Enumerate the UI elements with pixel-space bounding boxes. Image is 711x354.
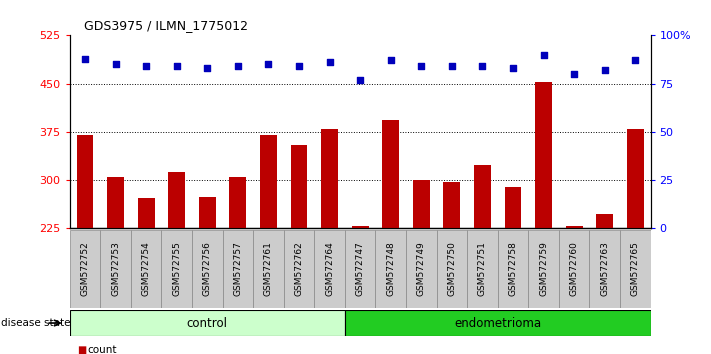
Text: GSM572749: GSM572749 xyxy=(417,242,426,296)
Bar xyxy=(498,230,528,308)
Point xyxy=(599,67,610,73)
Bar xyxy=(345,230,375,308)
Bar xyxy=(70,310,345,336)
Bar xyxy=(107,177,124,228)
Bar xyxy=(131,230,161,308)
Text: GSM572752: GSM572752 xyxy=(80,242,90,296)
Bar xyxy=(77,135,93,228)
Point xyxy=(385,58,397,63)
Bar xyxy=(138,198,154,228)
Text: count: count xyxy=(87,345,117,354)
Text: ■: ■ xyxy=(77,345,86,354)
Bar xyxy=(345,310,651,336)
Point xyxy=(447,63,458,69)
Point xyxy=(294,63,305,69)
Bar xyxy=(199,198,215,228)
Bar xyxy=(192,230,223,308)
Text: GSM572761: GSM572761 xyxy=(264,241,273,297)
Bar xyxy=(589,230,620,308)
Bar xyxy=(627,129,643,228)
Bar xyxy=(597,213,613,228)
Point xyxy=(508,65,519,71)
Point xyxy=(476,63,488,69)
Bar xyxy=(230,177,246,228)
Point xyxy=(538,52,550,57)
Point xyxy=(262,62,274,67)
Text: GSM572754: GSM572754 xyxy=(141,242,151,296)
Text: control: control xyxy=(187,316,228,330)
Text: GSM572748: GSM572748 xyxy=(386,242,395,296)
Text: GSM572758: GSM572758 xyxy=(508,241,518,297)
Text: GSM572756: GSM572756 xyxy=(203,241,212,297)
Text: GSM572750: GSM572750 xyxy=(447,241,456,297)
Bar xyxy=(406,230,437,308)
Bar xyxy=(444,182,460,228)
Point xyxy=(109,62,121,67)
Bar xyxy=(223,230,253,308)
Bar xyxy=(314,230,345,308)
Bar xyxy=(352,227,368,228)
Bar xyxy=(284,230,314,308)
Bar xyxy=(620,230,651,308)
Bar xyxy=(100,230,131,308)
Bar xyxy=(253,230,284,308)
Bar xyxy=(566,226,582,228)
Bar xyxy=(375,230,406,308)
Point xyxy=(354,77,365,82)
Bar xyxy=(70,230,100,308)
Text: GSM572765: GSM572765 xyxy=(631,241,640,297)
Point xyxy=(569,71,580,77)
Bar xyxy=(413,180,429,228)
Bar xyxy=(528,230,559,308)
Text: GDS3975 / ILMN_1775012: GDS3975 / ILMN_1775012 xyxy=(84,19,248,32)
Bar xyxy=(321,129,338,228)
Point xyxy=(232,63,243,69)
Text: disease state: disease state xyxy=(1,318,70,328)
Text: GSM572762: GSM572762 xyxy=(294,242,304,296)
Bar xyxy=(383,120,399,228)
Bar xyxy=(474,165,491,228)
Text: GSM572747: GSM572747 xyxy=(356,242,365,296)
Text: GSM572759: GSM572759 xyxy=(539,241,548,297)
Bar xyxy=(505,187,521,228)
Text: GSM572753: GSM572753 xyxy=(111,241,120,297)
Text: GSM572764: GSM572764 xyxy=(325,242,334,296)
Text: endometrioma: endometrioma xyxy=(454,316,541,330)
Text: GSM572763: GSM572763 xyxy=(600,241,609,297)
Bar xyxy=(169,172,185,228)
Point xyxy=(202,65,213,71)
Point xyxy=(141,63,152,69)
Bar xyxy=(291,145,307,228)
Bar xyxy=(559,230,589,308)
Text: GSM572755: GSM572755 xyxy=(172,241,181,297)
Bar xyxy=(437,230,467,308)
Point xyxy=(171,63,182,69)
Point xyxy=(415,63,427,69)
Point xyxy=(630,58,641,63)
Text: GSM572757: GSM572757 xyxy=(233,241,242,297)
Bar xyxy=(535,82,552,228)
Point xyxy=(80,56,91,61)
Text: GSM572751: GSM572751 xyxy=(478,241,487,297)
Point xyxy=(324,59,336,65)
Bar xyxy=(161,230,192,308)
Bar xyxy=(260,135,277,228)
Text: GSM572760: GSM572760 xyxy=(570,241,579,297)
Bar xyxy=(467,230,498,308)
